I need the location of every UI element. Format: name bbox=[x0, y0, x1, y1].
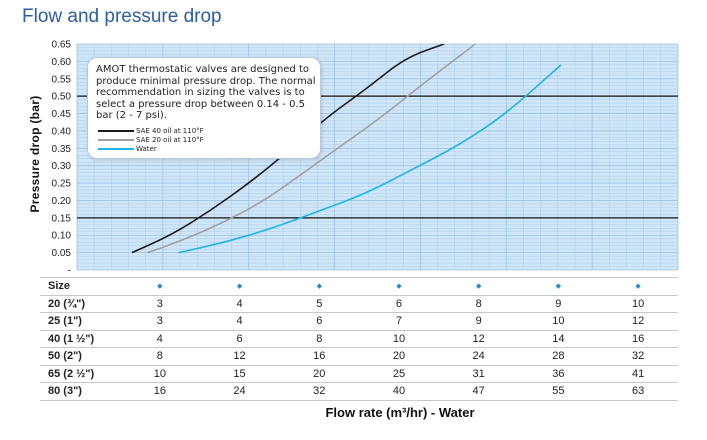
flow-rate-cell: 8 bbox=[120, 347, 200, 366]
y-tick-label: 0.05 bbox=[52, 248, 72, 259]
y-tick-label: 0.35 bbox=[52, 144, 72, 155]
size-header: Size bbox=[40, 277, 120, 296]
legend-label-water: Water bbox=[136, 145, 157, 153]
legend-swatch-sae40 bbox=[98, 130, 134, 132]
flow-rate-cell: 15 bbox=[199, 365, 280, 383]
flow-rate-cell: 10 bbox=[518, 312, 599, 331]
legend-entry-water: Water bbox=[98, 145, 157, 154]
legend-label-sae20: SAE 20 oil at 110°F bbox=[136, 136, 204, 144]
size-label: 50 (2") bbox=[40, 347, 120, 366]
flow-rate-cell: 4 bbox=[199, 295, 280, 313]
size-table-body: Size ◆ ◆ ◆ ◆ ◆ ◆ ◆ 20 (¾") 3 4 5 6 8 9 10 25 (1"… bbox=[40, 277, 678, 401]
flow-rate-cell: 20 bbox=[359, 347, 439, 366]
flow-rate-cell: 6 bbox=[199, 330, 280, 348]
flow-rate-cell: 16 bbox=[279, 347, 360, 366]
table-row: 20 (¾") 3 4 5 6 8 9 10 bbox=[40, 295, 678, 313]
flow-rate-cell: 12 bbox=[438, 330, 519, 348]
flow-rate-cell: 31 bbox=[438, 365, 519, 383]
size-label: 65 (2 ½") bbox=[40, 365, 120, 383]
y-tick-label: 0.10 bbox=[52, 231, 72, 242]
flow-rate-cell: 25 bbox=[359, 365, 439, 383]
flow-rate-cell: 9 bbox=[438, 312, 519, 331]
flow-rate-cell: 16 bbox=[120, 382, 200, 401]
flow-rate-cell: 8 bbox=[438, 295, 519, 313]
flow-rate-cell: 16 bbox=[598, 330, 678, 348]
column-marker: ◆ bbox=[518, 277, 599, 296]
flow-rate-cell: 9 bbox=[518, 295, 599, 313]
y-tick-label: 0.20 bbox=[52, 196, 72, 207]
column-marker: ◆ bbox=[598, 277, 678, 296]
column-marker: ◆ bbox=[199, 277, 280, 296]
flow-rate-cell: 4 bbox=[120, 330, 200, 348]
column-marker: ◆ bbox=[279, 277, 360, 296]
x-axis-label: Flow rate (m³/hr) - Water bbox=[325, 405, 475, 420]
flow-rate-cell: 6 bbox=[359, 295, 439, 313]
size-label: 20 (¾") bbox=[40, 295, 120, 313]
column-marker: ◆ bbox=[120, 277, 200, 296]
flow-rate-cell: 12 bbox=[598, 312, 678, 331]
flow-rate-cell: 41 bbox=[598, 365, 678, 383]
legend-note-box: AMOT thermostatic valves are designed to… bbox=[87, 57, 321, 159]
legend-entry-sae20: SAE 20 oil at 110°F bbox=[98, 136, 204, 145]
y-tick-label: 0.45 bbox=[52, 109, 72, 120]
table-row: 50 (2") 8 12 16 20 24 28 32 bbox=[40, 347, 678, 366]
size-label: 25 (1") bbox=[40, 312, 120, 331]
flow-rate-cell: 12 bbox=[199, 347, 280, 366]
table-row: 65 (2 ½") 10 15 20 25 31 36 41 bbox=[40, 365, 678, 383]
table-row: 25 (1") 3 4 6 7 9 10 12 bbox=[40, 312, 678, 331]
flow-rate-cell: 20 bbox=[279, 365, 360, 383]
y-tick-label: 0.65 bbox=[52, 40, 72, 51]
flow-rate-cell: 24 bbox=[438, 347, 519, 366]
series-line-water bbox=[178, 64, 562, 254]
flow-rate-cell: 10 bbox=[120, 365, 200, 383]
size-label: 80 (3") bbox=[40, 382, 120, 401]
y-tick-label: 0.55 bbox=[52, 74, 72, 85]
flow-rate-cell: 55 bbox=[518, 382, 599, 401]
flow-rate-cell: 6 bbox=[279, 312, 360, 331]
flow-rate-cell: 63 bbox=[598, 382, 678, 401]
flow-rate-cell: 14 bbox=[518, 330, 599, 348]
flow-rate-cell: 4 bbox=[199, 312, 280, 331]
flow-rate-cell: 3 bbox=[120, 312, 200, 331]
size-table-header-row: Size ◆ ◆ ◆ ◆ ◆ ◆ ◆ bbox=[40, 277, 678, 296]
legend-label-sae40: SAE 40 oil at 110°F bbox=[136, 127, 204, 135]
series-line-sae20 bbox=[147, 44, 476, 254]
flow-rate-cell: 5 bbox=[279, 295, 360, 313]
column-marker: ◆ bbox=[359, 277, 439, 296]
flow-rate-cell: 7 bbox=[359, 312, 439, 331]
size-table: Size ◆ ◆ ◆ ◆ ◆ ◆ ◆ 20 (¾") 3 4 5 6 8 9 10 25 (1"… bbox=[40, 277, 678, 401]
y-tick-label: 0.50 bbox=[52, 92, 72, 103]
flow-rate-cell: 32 bbox=[598, 347, 678, 366]
y-tick-label: 0.30 bbox=[52, 161, 72, 172]
flow-rate-cell: 10 bbox=[598, 295, 678, 313]
flow-rate-cell: 10 bbox=[359, 330, 439, 348]
y-tick-label: - bbox=[68, 266, 71, 277]
flow-rate-cell: 40 bbox=[359, 382, 439, 401]
table-row: 80 (3") 16 24 32 40 47 55 63 bbox=[40, 382, 678, 401]
y-tick-label: 0.60 bbox=[52, 57, 72, 68]
chart-title: Flow and pressure drop bbox=[22, 6, 222, 27]
flow-rate-cell: 3 bbox=[120, 295, 200, 313]
flow-rate-cell: 47 bbox=[438, 382, 519, 401]
flow-rate-cell: 28 bbox=[518, 347, 599, 366]
flow-rate-cell: 36 bbox=[518, 365, 599, 383]
y-tick-label: 0.15 bbox=[52, 213, 72, 224]
size-label: 40 (1 ½") bbox=[40, 330, 120, 348]
table-row: 40 (1 ½") 4 6 8 10 12 14 16 bbox=[40, 330, 678, 348]
legend-entry-sae40: SAE 40 oil at 110°F bbox=[98, 127, 204, 136]
flow-rate-cell: 32 bbox=[279, 382, 360, 401]
legend-note-text: AMOT thermostatic valves are designed to… bbox=[96, 64, 316, 121]
legend-swatch-water bbox=[98, 148, 134, 150]
flow-rate-cell: 24 bbox=[199, 382, 280, 401]
column-marker: ◆ bbox=[438, 277, 519, 296]
legend-swatch-sae20 bbox=[98, 139, 134, 141]
y-tick-label: 0.25 bbox=[52, 179, 72, 190]
y-tick-label: 0.40 bbox=[52, 126, 72, 137]
flow-rate-cell: 8 bbox=[279, 330, 360, 348]
